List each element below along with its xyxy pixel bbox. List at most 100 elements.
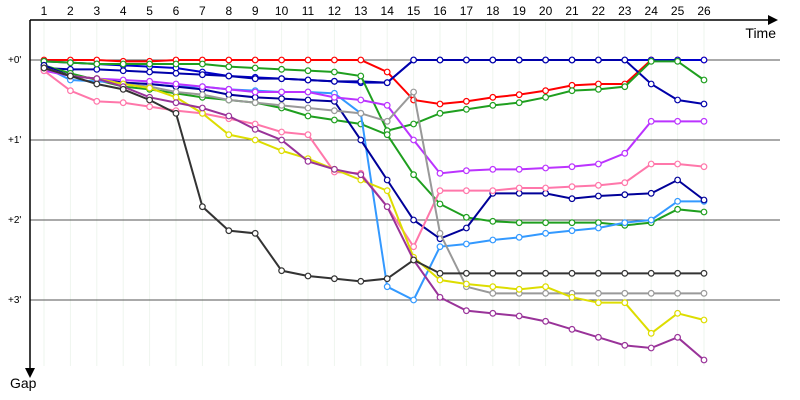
data-point [172,99,180,107]
data-point [621,179,629,187]
data-point [489,283,497,291]
y-tick-label: +1' [8,135,21,146]
data-point [146,84,154,92]
data-point [278,88,286,96]
data-point [357,72,365,80]
series-line [43,67,704,283]
data-point [198,83,206,91]
data-point [700,196,708,204]
data-point [463,240,470,248]
x-tick-label: 3 [93,4,100,18]
data-point [463,307,470,315]
data-point [146,68,154,76]
data-point [383,203,391,211]
x-tick-label: 16 [433,4,447,18]
data-point [410,243,418,251]
x-tick-label: 7 [199,4,206,18]
data-point [357,56,365,64]
data-point [383,131,391,139]
data-point [515,91,523,99]
data-point [489,101,497,109]
data-point [436,229,444,237]
x-tick-label: 25 [671,4,685,18]
data-point [568,227,576,235]
data-point [647,344,655,352]
data-point [674,176,681,184]
data-point [304,112,312,120]
data-point [463,280,470,288]
y-tick-label: +3' [8,295,21,306]
data-point [251,229,259,237]
data-point [410,120,418,128]
x-tick-label: 10 [275,4,289,18]
grid [30,22,780,366]
series-layer [40,56,708,364]
data-point [621,219,629,227]
data-point [515,219,523,227]
data-point [674,117,681,125]
data-point [304,131,312,139]
data-point [700,100,708,108]
x-tick-label: 19 [513,4,527,18]
data-point [331,116,338,124]
data-point [436,109,444,117]
data-point [357,277,365,285]
data-point [463,97,470,105]
data-point [436,187,444,195]
data-point [331,165,338,173]
data-point [146,96,154,104]
data-point [304,67,312,75]
data-point [489,309,497,317]
data-point [383,283,391,291]
data-point [278,75,286,83]
x-tick-label: 11 [302,4,315,18]
data-point [436,243,444,251]
data-point [595,333,602,341]
data-point [463,105,470,113]
data-point [595,299,602,307]
data-point [93,97,101,105]
data-point [225,112,233,120]
data-point [463,213,470,221]
data-point [304,157,312,165]
data-point [278,128,286,136]
data-point [331,107,338,115]
series-line [43,64,705,240]
data-point [251,88,259,96]
data-point [515,184,523,192]
data-point [410,56,418,64]
data-point [225,56,233,64]
data-point [410,171,418,179]
data-point [383,68,391,76]
x-tick-labels: 1 2 3 4 5 6 7 8 9 10 11 12 13 14 15 16 17 18 19 20 21 22 23 24 2… [41,4,711,18]
data-point [436,200,444,208]
data-point [119,85,127,93]
data-point [647,117,655,125]
data-point [436,269,444,277]
data-point [568,219,576,227]
x-tick-label: 26 [697,4,711,18]
series-5 [40,63,708,304]
data-point [515,99,523,107]
data-point [700,289,708,297]
data-point [674,205,681,213]
data-point [542,283,549,291]
series-9 [40,64,708,297]
data-point [225,72,233,80]
data-point [489,56,497,64]
data-point [674,289,681,297]
data-point [304,272,312,280]
data-point [251,136,259,144]
data-point [568,87,576,95]
x-tick-label: 21 [565,4,579,18]
data-point [146,60,154,68]
data-point [621,83,629,91]
data-point [146,103,154,111]
data-point [463,187,470,195]
data-point [647,80,655,88]
data-point [172,109,180,117]
data-point [647,160,655,168]
data-point [700,269,708,277]
data-point [225,131,233,139]
